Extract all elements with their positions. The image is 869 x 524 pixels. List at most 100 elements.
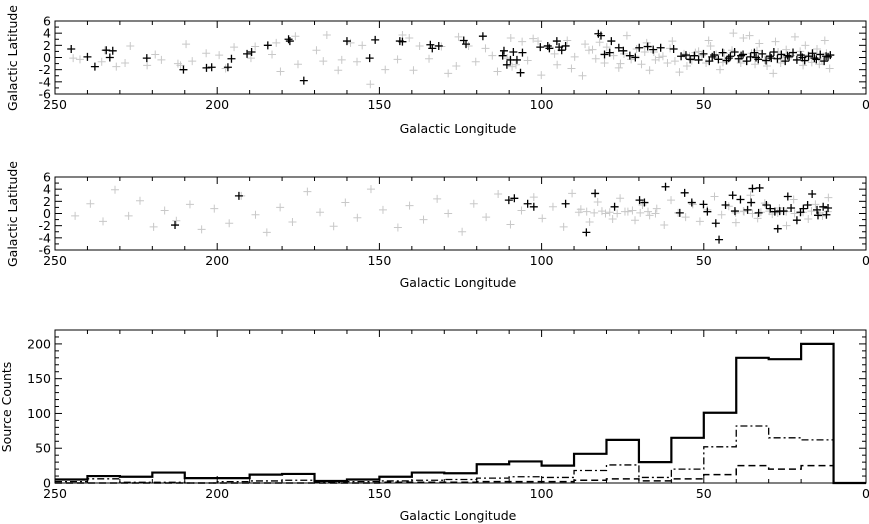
scatter-point (785, 52, 794, 61)
scatter-point (792, 55, 801, 64)
scatter-point (651, 209, 660, 218)
scatter-point (731, 218, 740, 227)
panel-2-x-tick-label: 150 (367, 253, 391, 268)
panel-2-y-tick-label: -6 (39, 243, 52, 258)
scatter-point (393, 55, 402, 64)
scatter-point (112, 62, 121, 71)
scatter-point (642, 38, 651, 47)
scatter-point (182, 40, 191, 49)
scatter-point (312, 46, 321, 55)
scatter-point (787, 204, 796, 213)
scatter-point (819, 202, 828, 211)
scatter-point (813, 205, 822, 214)
scatter-point (810, 54, 819, 63)
scatter-point (272, 38, 281, 47)
scatter-point (322, 30, 331, 39)
scatter-point (230, 43, 239, 52)
panel-1-y-axis-title: Galactic Latitude (5, 5, 20, 111)
scatter-point (596, 31, 605, 40)
scatter-point (548, 202, 557, 211)
scatter-point (627, 55, 636, 64)
scatter-point (341, 198, 350, 207)
scatter-point (499, 46, 508, 55)
scatter-point (597, 207, 606, 216)
panel-1-y-tick-label: -6 (39, 87, 52, 102)
scatter-point (767, 54, 776, 63)
scatter-point (563, 36, 572, 45)
scatter-point (687, 56, 696, 65)
scatter-point (739, 50, 748, 59)
scatter-point (763, 62, 772, 71)
scatter-point (695, 217, 704, 226)
scatter-point (668, 37, 677, 46)
panel-3-y-tick-label: 150 (27, 371, 51, 386)
scatter-point (202, 49, 211, 58)
scatter-point (750, 48, 759, 57)
scatter-point (807, 58, 816, 67)
scatter-point (743, 205, 752, 214)
scatter-point (111, 185, 120, 194)
scatter-point (444, 69, 453, 78)
scatter-point (789, 48, 798, 57)
scatter-point (824, 204, 833, 213)
scatter-point (462, 40, 471, 49)
scatter-point (614, 63, 623, 72)
scatter-point (782, 45, 791, 54)
scatter-point (703, 207, 712, 216)
scatter-point (718, 48, 727, 57)
scatter-point (288, 218, 297, 227)
scatter-point (582, 228, 591, 237)
panel-2-x-tick-label: 50 (696, 253, 712, 268)
scatter-point (135, 196, 144, 205)
scatter-point (366, 80, 375, 89)
scatter-point (494, 190, 503, 199)
panel-2-x-tick-label: 100 (530, 253, 554, 268)
scatter-point (536, 43, 545, 52)
scatter-point (108, 46, 117, 55)
scatter-point (651, 55, 660, 64)
panel-2-y-tick-label: 6 (43, 170, 51, 185)
scatter-point (736, 195, 745, 204)
scatter-point (681, 213, 690, 222)
scatter-point (291, 32, 300, 41)
scatter-point (469, 199, 478, 208)
panel-2-y-tick-label: 0 (43, 206, 51, 221)
scatter-point (71, 211, 80, 220)
scatter-point (751, 60, 760, 69)
scatter-point (711, 219, 720, 228)
scatter-point (378, 205, 387, 214)
scatter-point (83, 52, 92, 61)
scatter-point (506, 220, 515, 229)
scatter-point (342, 37, 351, 46)
scatter-point (790, 32, 799, 41)
scatter-point (769, 69, 778, 78)
scatter-point (775, 207, 784, 216)
scatter-point (227, 54, 236, 63)
scatter-point (690, 51, 699, 60)
scatter-point (694, 47, 703, 56)
scatter-point (631, 216, 640, 225)
scatter-point (353, 57, 362, 66)
scatter-point (419, 215, 428, 224)
scatter-point (687, 198, 696, 207)
scatter-point (428, 44, 437, 53)
scatter-point (815, 60, 824, 69)
scatter-point (381, 65, 390, 74)
panel-3-y-axis-title: Source Counts (0, 362, 14, 453)
panel-2-black-series (171, 182, 833, 244)
scatter-point (334, 66, 343, 75)
scatter-point (518, 48, 527, 57)
scatter-point (488, 51, 497, 60)
scatter-point (699, 200, 708, 209)
scatter-point (207, 63, 216, 72)
scatter-point (661, 182, 670, 191)
scatter-point (804, 214, 813, 223)
scatter-point (616, 194, 625, 203)
scatter-point (433, 194, 442, 203)
panel-1-y-tick-label: 4 (43, 26, 51, 41)
scatter-point (567, 64, 576, 73)
scatter-point (517, 206, 526, 215)
scatter-point (251, 42, 260, 51)
scatter-point (529, 202, 538, 211)
scatter-point (721, 200, 730, 209)
